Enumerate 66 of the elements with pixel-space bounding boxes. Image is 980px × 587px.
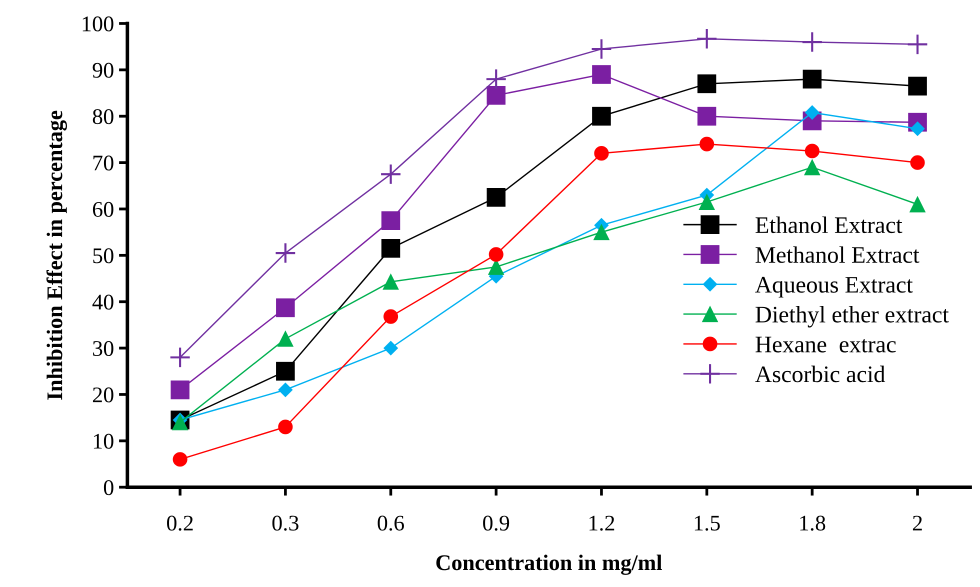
y-axis-title: Inhibition Effect in percentage xyxy=(46,110,67,400)
point xyxy=(274,242,296,264)
x-tick-label: 2 xyxy=(912,516,922,530)
x-tick-label: 1.2 xyxy=(590,516,614,531)
point xyxy=(590,38,612,60)
legend-label: Diethyl ether extract xyxy=(756,306,949,328)
point xyxy=(172,414,188,430)
y-tick-label: 90 xyxy=(92,62,114,78)
y-tick-label: 70 xyxy=(93,156,114,171)
point xyxy=(278,382,293,398)
point xyxy=(276,298,295,318)
point xyxy=(804,159,820,176)
point xyxy=(277,330,294,347)
legend-label: Ethanol Extract xyxy=(756,216,902,234)
y-tick-label: 0 xyxy=(104,480,114,496)
point xyxy=(488,247,504,262)
y-tick-label: 10 xyxy=(94,434,114,449)
x-tick-label: 1.5 xyxy=(694,516,720,531)
point xyxy=(696,28,718,50)
legend-label: Ascorbic acid xyxy=(755,366,886,382)
x-tick-label: 0.3 xyxy=(272,516,298,531)
y-tick-label: 100 xyxy=(82,16,114,32)
point xyxy=(697,106,716,126)
point xyxy=(908,76,927,96)
point xyxy=(278,420,293,434)
point xyxy=(700,136,714,152)
point xyxy=(801,31,823,53)
point xyxy=(910,155,925,170)
point xyxy=(593,224,610,240)
point xyxy=(802,70,822,89)
point xyxy=(383,309,398,324)
point xyxy=(381,239,400,258)
y-tick-label: 20 xyxy=(92,387,114,402)
point xyxy=(380,163,402,185)
x-tick-label: 0.2 xyxy=(167,516,193,531)
point xyxy=(172,452,188,467)
point xyxy=(910,196,926,212)
y-tick-label: 40 xyxy=(92,294,114,310)
point xyxy=(906,34,928,56)
x-axis-title: Concentration in mg/ml xyxy=(436,554,662,575)
point xyxy=(276,362,295,381)
x-tick-label: 0.9 xyxy=(483,516,510,531)
point xyxy=(486,188,506,207)
legend-label: Hexane extrac xyxy=(756,336,896,352)
point xyxy=(592,106,611,126)
y-tick-label: 60 xyxy=(92,202,114,217)
point xyxy=(381,211,400,230)
point xyxy=(594,146,609,161)
point xyxy=(486,86,506,105)
x-tick-label: 0.6 xyxy=(378,516,404,531)
y-tick-label: 50 xyxy=(93,248,114,264)
legend-label: Methanol Extract xyxy=(756,246,920,263)
point xyxy=(170,380,190,400)
y-tick-label: 30 xyxy=(93,341,114,356)
point xyxy=(169,346,191,368)
point xyxy=(698,194,715,210)
x-tick-label: 1.8 xyxy=(800,516,826,531)
point xyxy=(804,105,820,120)
point xyxy=(592,65,611,84)
point xyxy=(382,274,399,290)
point xyxy=(697,74,716,94)
legend-label: Aqueous Extract xyxy=(755,276,913,298)
point xyxy=(384,340,398,356)
point xyxy=(485,68,507,90)
y-tick-label: 80 xyxy=(92,109,114,124)
point xyxy=(804,144,820,158)
